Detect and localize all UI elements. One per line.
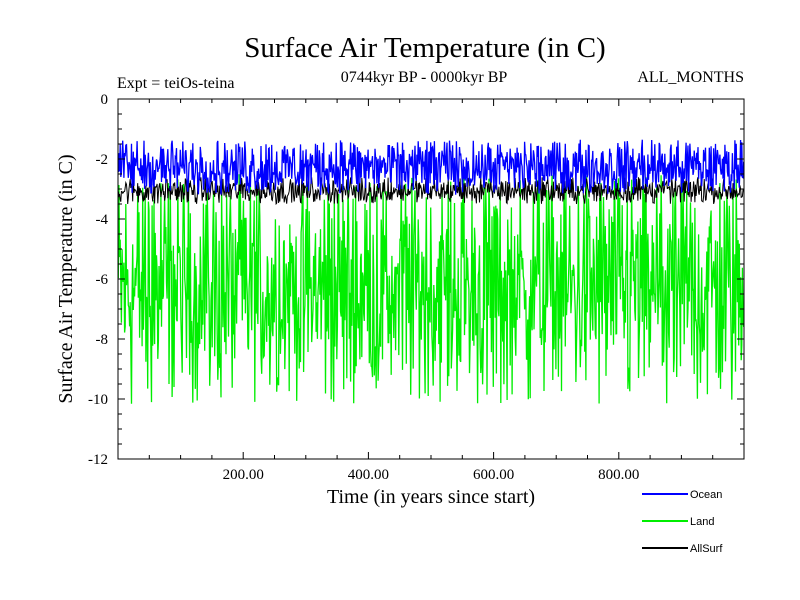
experiment-label: Expt = teiOs-teina — [117, 75, 234, 92]
series-line-ocean — [117, 139, 745, 196]
y-tick-label: -10 — [88, 392, 108, 408]
x-tick-label: 800.00 — [598, 467, 639, 483]
time-range-subtitle: 0744kyr BP - 0000kyr BP — [341, 69, 508, 86]
series-line-land — [117, 174, 745, 404]
months-label: ALL_MONTHS — [637, 69, 744, 86]
y-axis-label: Surface Air Temperature (in C) — [55, 154, 77, 403]
chart-title: Surface Air Temperature (in C) — [244, 32, 605, 64]
x-tick-label: 600.00 — [473, 467, 514, 483]
y-tick-label: -12 — [88, 452, 108, 468]
legend-label-allsurf: AllSurf — [690, 543, 723, 555]
axes-layer: 0 -2 -4 -6 -8 -10 -12 200.00 400.00 600.00 800.00 — [88, 92, 745, 483]
series-layer — [117, 139, 745, 404]
y-tick-label: -6 — [96, 272, 109, 288]
legend-label-ocean: Ocean — [690, 489, 722, 501]
y-tick-label: -2 — [96, 152, 109, 168]
x-tick-label: 200.00 — [223, 467, 264, 483]
y-tick-label: -8 — [96, 332, 109, 348]
y-tick-label: -4 — [96, 212, 109, 228]
y-tick-label: 0 — [101, 92, 109, 108]
legend: Ocean Land AllSurf — [642, 489, 723, 555]
series-line-allsurf — [117, 176, 745, 206]
legend-label-land: Land — [690, 516, 714, 528]
x-axis-label: Time (in years since start) — [327, 486, 535, 508]
x-tick-label: 400.00 — [348, 467, 389, 483]
